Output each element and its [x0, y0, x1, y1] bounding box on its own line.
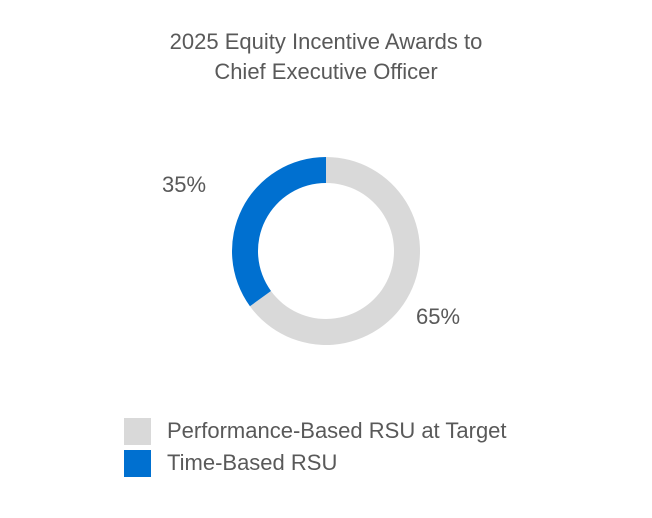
legend-swatch-performance-rsu: [124, 417, 151, 445]
data-label-performance-rsu: 65%: [416, 304, 460, 329]
donut-slice-performance-rsu: [249, 157, 421, 345]
data-label-time-rsu: 35%: [162, 172, 206, 197]
donut-slice-time-rsu: [232, 157, 326, 307]
legend-item-time-rsu: Time-Based RSU: [124, 447, 507, 479]
chart-title: 2025 Equity Incentive Awards to Chief Ex…: [0, 27, 652, 87]
legend-swatch-time-rsu: [124, 449, 151, 477]
legend-item-performance-rsu: Performance-Based RSU at Target: [124, 415, 507, 447]
chart-title-line-1: 2025 Equity Incentive Awards to: [169, 29, 483, 54]
legend-label-performance-rsu: Performance-Based RSU at Target: [167, 418, 507, 443]
legend-label-time-rsu: Time-Based RSU: [167, 450, 338, 475]
chart-title-line-2: Chief Executive Officer: [214, 59, 438, 84]
chart-legend: Performance-Based RSU at Target Time-Bas…: [124, 415, 507, 479]
